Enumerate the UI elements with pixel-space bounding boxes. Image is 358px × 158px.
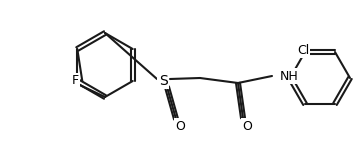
Text: S: S	[159, 74, 168, 88]
Text: Cl: Cl	[297, 43, 309, 57]
Text: F: F	[72, 75, 79, 88]
Text: O: O	[175, 119, 185, 133]
Text: O: O	[242, 119, 252, 133]
Text: NH: NH	[280, 70, 299, 82]
